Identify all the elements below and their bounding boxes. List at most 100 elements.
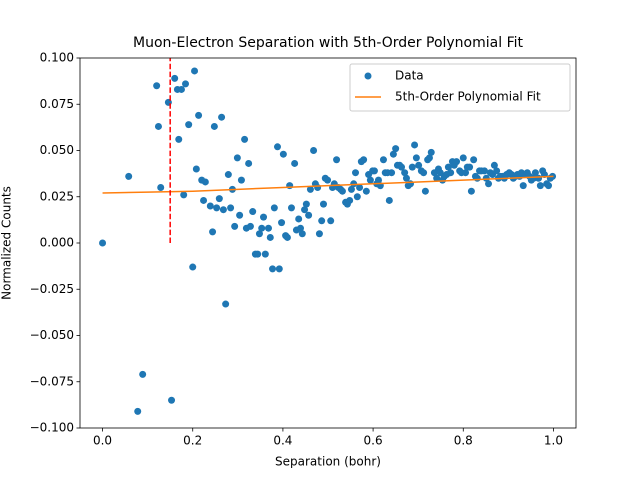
data-point xyxy=(219,206,227,214)
data-point xyxy=(236,211,244,219)
data-point xyxy=(333,156,341,164)
data-point xyxy=(266,233,274,241)
data-point xyxy=(261,250,269,258)
y-tick-label: −0.100 xyxy=(30,421,74,435)
data-point xyxy=(408,163,416,171)
data-point xyxy=(295,215,303,223)
data-point xyxy=(215,195,223,203)
data-point xyxy=(370,167,378,175)
data-point xyxy=(375,176,383,184)
data-point xyxy=(415,161,423,169)
data-point xyxy=(315,230,323,238)
data-point xyxy=(278,219,286,227)
data-point xyxy=(191,67,199,75)
data-point xyxy=(99,239,107,247)
data-point xyxy=(314,184,322,191)
data-point xyxy=(444,163,452,171)
y-tick-label: 0.075 xyxy=(40,97,74,111)
data-point xyxy=(249,208,257,216)
data-point xyxy=(139,370,147,378)
data-point xyxy=(536,182,544,190)
data-point xyxy=(134,407,142,415)
data-point xyxy=(185,121,193,129)
data-point xyxy=(245,159,253,167)
data-point xyxy=(319,200,327,208)
data-point xyxy=(324,176,332,184)
data-point xyxy=(366,176,374,184)
x-tick-label: 0.4 xyxy=(273,434,292,448)
data-point xyxy=(171,74,179,82)
legend-label: 5th-Order Polynomial Fit xyxy=(395,90,541,104)
y-tick-label: 0.000 xyxy=(40,236,74,250)
legend-box xyxy=(349,63,571,112)
data-point xyxy=(306,185,314,193)
data-point xyxy=(224,171,232,179)
data-point xyxy=(402,174,410,182)
data-point xyxy=(157,184,165,191)
data-point xyxy=(485,180,493,188)
legend-label: Data xyxy=(395,69,424,83)
data-point xyxy=(264,224,272,232)
data-point xyxy=(154,122,162,130)
plot-frame xyxy=(79,57,577,429)
data-point xyxy=(318,217,326,225)
y-tick-label: −0.075 xyxy=(30,374,74,388)
data-point xyxy=(206,202,214,210)
data-point xyxy=(275,265,283,273)
data-point xyxy=(269,265,277,273)
x-tick-label: 0.0 xyxy=(93,434,112,448)
data-point xyxy=(195,111,203,119)
data-point xyxy=(258,224,266,232)
data-point xyxy=(279,150,287,158)
data-point xyxy=(482,174,490,182)
data-point xyxy=(459,154,467,162)
data-point xyxy=(227,204,235,212)
data-point xyxy=(346,196,354,204)
data-point xyxy=(490,161,498,169)
data-point xyxy=(168,396,176,404)
data-point xyxy=(301,206,309,214)
data-point xyxy=(189,263,197,271)
data-point xyxy=(401,169,409,177)
data-point xyxy=(296,224,304,232)
data-point xyxy=(407,180,415,188)
data-point xyxy=(356,184,364,191)
data-point xyxy=(544,182,552,190)
data-point xyxy=(310,147,318,154)
x-tick-label: 1.0 xyxy=(544,434,563,448)
data-point xyxy=(420,169,428,177)
data-point xyxy=(175,135,183,143)
data-point xyxy=(379,156,387,164)
data-point xyxy=(466,163,474,171)
y-tick-label: −0.050 xyxy=(30,328,74,342)
data-point xyxy=(298,230,306,238)
data-point xyxy=(362,187,370,195)
data-point xyxy=(233,154,241,162)
data-point xyxy=(270,204,278,212)
data-point xyxy=(254,250,262,258)
data-point xyxy=(425,154,433,162)
data-point xyxy=(213,204,221,212)
data-point xyxy=(493,167,501,175)
y-tick-label: 0.050 xyxy=(40,143,74,157)
y-tick-label: −0.025 xyxy=(30,282,74,296)
data-point xyxy=(433,174,441,182)
data-point xyxy=(200,196,208,204)
data-point xyxy=(273,143,281,151)
data-point xyxy=(411,141,419,149)
data-point xyxy=(338,187,346,195)
data-point xyxy=(352,169,360,177)
data-point xyxy=(192,165,200,173)
data-point xyxy=(470,156,478,164)
data-point xyxy=(421,187,429,195)
data-point xyxy=(201,178,209,186)
data-point xyxy=(385,196,393,204)
data-point xyxy=(480,167,488,175)
data-point xyxy=(353,193,361,201)
y-tick-label: 0.100 xyxy=(40,51,74,65)
data-point xyxy=(392,145,400,153)
data-point xyxy=(180,191,188,199)
data-point xyxy=(218,113,226,121)
data-point xyxy=(305,211,313,219)
